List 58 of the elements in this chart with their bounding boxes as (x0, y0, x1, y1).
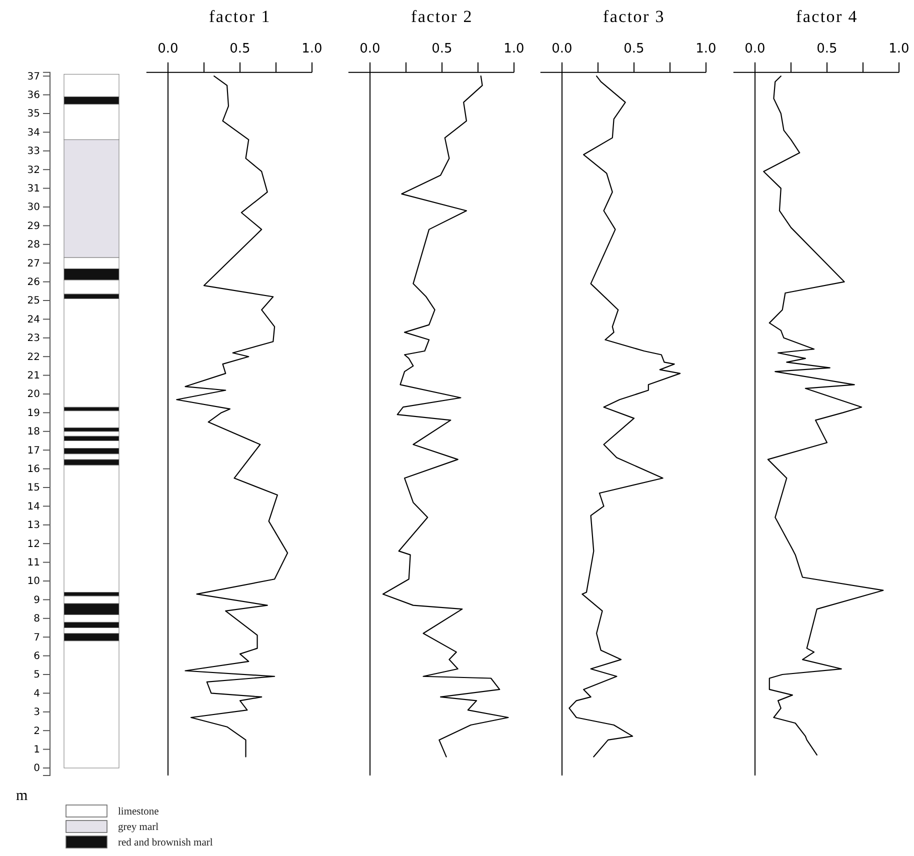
y-tick-label: 10 (27, 576, 40, 588)
y-tick-label: 0 (34, 763, 40, 774)
y-tick-label: 14 (27, 501, 40, 512)
y-tick-label: 36 (27, 90, 40, 101)
x-tick-label: 1.0 (302, 41, 322, 56)
y-tick-label: 33 (27, 146, 40, 158)
y-tick-label: 32 (27, 164, 40, 176)
x-tick-label: 0.0 (744, 41, 766, 56)
chart-title: factor 4 (796, 7, 858, 26)
y-tick-label: 28 (27, 240, 40, 251)
x-tick-label: 1.0 (888, 41, 910, 56)
y-tick-label: 3 (34, 707, 40, 718)
y-tick-label: 31 (27, 184, 40, 194)
y-tick-label: 24 (27, 314, 40, 326)
text: m (16, 788, 28, 804)
y-tick-label: 5 (34, 670, 40, 681)
chart-title: factor 3 (603, 7, 665, 26)
x-tick-label: 0.0 (158, 41, 178, 56)
text: limestone (118, 806, 160, 818)
chart-title: factor 1 (209, 7, 271, 26)
y-tick-label: 25 (27, 296, 40, 307)
y-tick-label: 27 (27, 258, 40, 270)
y-tick-label: 1 (34, 744, 40, 756)
x-tick-label: 1.0 (696, 41, 716, 56)
x-tick-label: 0.0 (552, 41, 572, 56)
chart-title: factor 2 (411, 7, 473, 26)
y-tick-label: 21 (27, 370, 40, 382)
y-tick-label: 18 (27, 426, 40, 438)
x-tick-label: 0.5 (230, 41, 250, 56)
y-tick-label: 12 (27, 538, 40, 550)
y-tick-label: 4 (34, 688, 40, 700)
y-tick-label: 26 (27, 277, 40, 288)
y-tick-label: 8 (34, 614, 40, 625)
x-tick-label: 0.5 (816, 41, 838, 56)
y-tick-label: 30 (27, 202, 40, 214)
x-tick-label: 0.0 (360, 41, 380, 56)
y-tick-label: 19 (27, 408, 40, 419)
y-tick-label: 37 (27, 71, 40, 82)
x-tick-label: 0.5 (432, 41, 452, 56)
y-tick-label: 35 (27, 108, 40, 120)
y-tick-label: 9 (34, 594, 40, 606)
y-tick-label: 13 (27, 520, 40, 532)
y-tick-label: 17 (27, 445, 40, 456)
y-tick-label: 20 (27, 389, 40, 400)
x-tick-label: 1.0 (504, 41, 524, 56)
y-tick-label: 29 (27, 220, 40, 232)
text: grey marl (118, 822, 159, 834)
y-tick-label: 2 (34, 726, 40, 737)
y-tick-label: 15 (27, 482, 40, 494)
y-tick-label: 16 (27, 464, 40, 475)
text: red and brownish marl (118, 838, 213, 849)
y-tick-label: 6 (34, 651, 40, 662)
y-tick-label: 22 (27, 352, 40, 363)
x-tick-label: 0.5 (624, 41, 644, 56)
y-tick-label: 11 (27, 558, 40, 568)
y-tick-label: 7 (34, 632, 40, 644)
y-tick-label: 23 (27, 333, 40, 344)
y-tick-label: 34 (27, 127, 40, 138)
